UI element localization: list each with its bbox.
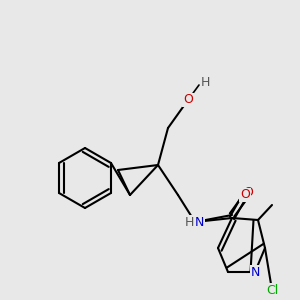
Text: N: N: [195, 215, 204, 229]
Text: H: H: [200, 76, 210, 88]
Text: O: O: [240, 188, 250, 202]
Text: H: H: [185, 215, 194, 229]
Text: O: O: [243, 187, 253, 200]
Text: N: N: [250, 266, 260, 278]
Text: Cl: Cl: [266, 284, 278, 296]
Text: O: O: [183, 94, 193, 106]
